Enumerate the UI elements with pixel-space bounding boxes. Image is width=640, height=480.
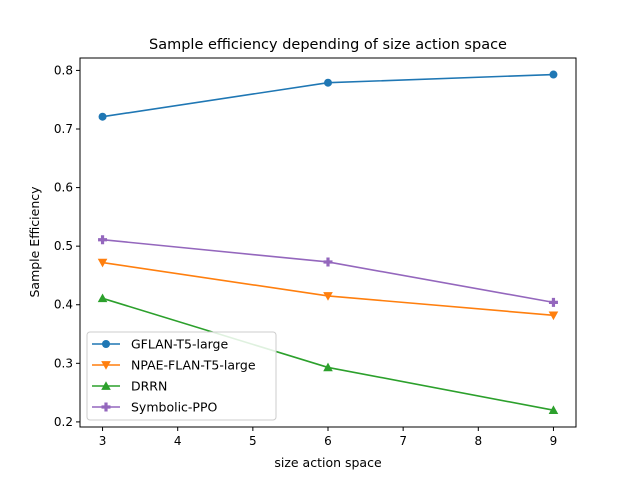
legend-marker-symbolic-ppo bbox=[101, 402, 111, 412]
y-tick-label: 0.4 bbox=[54, 298, 73, 312]
data-point-npae-flan-t5-large bbox=[97, 258, 108, 268]
y-tick-label: 0.5 bbox=[54, 239, 73, 253]
data-point-npae-flan-t5-large bbox=[323, 292, 333, 301]
x-tick-label: 9 bbox=[550, 434, 558, 448]
y-tick-label: 0.6 bbox=[54, 181, 73, 195]
data-point-gflan-t5-large bbox=[549, 70, 558, 79]
legend-label-symbolic-ppo: Symbolic-PPO bbox=[131, 400, 217, 415]
x-tick-label: 6 bbox=[324, 434, 332, 448]
y-tick-label: 0.8 bbox=[54, 63, 73, 77]
y-axis-label: Sample Efficiency bbox=[27, 186, 42, 298]
y-tick-label: 0.3 bbox=[54, 356, 73, 370]
data-point-gflan-t5-large bbox=[324, 78, 332, 87]
legend-label-drrn: DRRN bbox=[131, 379, 167, 394]
x-tick-label: 7 bbox=[399, 434, 407, 448]
legend-label-npae-flan-t5-large: NPAE-FLAN-T5-large bbox=[131, 358, 256, 373]
legend-box bbox=[86, 331, 277, 421]
data-point-gflan-t5-large bbox=[98, 112, 107, 121]
series-line-npae-flan-t5-large bbox=[102, 261, 554, 317]
data-point-symbolic-ppo bbox=[98, 235, 108, 245]
x-axis-label: size action space bbox=[274, 455, 382, 470]
data-point-symbolic-ppo bbox=[323, 257, 333, 267]
x-tick-label: 3 bbox=[99, 434, 107, 448]
plot-area: 3 4 5 6 7 8 9 0.2 0.3 0.4 0.5 0.6 0.7 0.8 bbox=[54, 63, 559, 448]
data-point-npae-flan-t5-large bbox=[548, 311, 559, 321]
data-point-drrn bbox=[548, 405, 559, 415]
x-tick-label: 5 bbox=[249, 434, 257, 448]
x-tick-label: 8 bbox=[474, 434, 482, 448]
data-point-symbolic-ppo bbox=[548, 297, 558, 307]
legend-marker-npae-flan-t5-large bbox=[101, 361, 111, 370]
legend-label-gflan-t5-large: GFLAN-T5-large bbox=[131, 337, 228, 352]
legend-marker-gflan-t5-large bbox=[102, 340, 110, 348]
axes-frame bbox=[79, 57, 577, 428]
x-tick-label: 4 bbox=[174, 434, 182, 448]
data-point-drrn bbox=[97, 293, 108, 303]
data-point-drrn bbox=[323, 362, 333, 372]
y-tick-label: 0.2 bbox=[54, 415, 73, 429]
legend-marker-drrn bbox=[101, 381, 111, 390]
y-tick-label: 0.7 bbox=[54, 122, 73, 136]
legend: GFLAN-T5-large NPAE-FLAN-T5-large DRRN Symb… bbox=[86, 331, 277, 421]
chart-title: Sample efficiency depending of size acti… bbox=[149, 37, 507, 53]
